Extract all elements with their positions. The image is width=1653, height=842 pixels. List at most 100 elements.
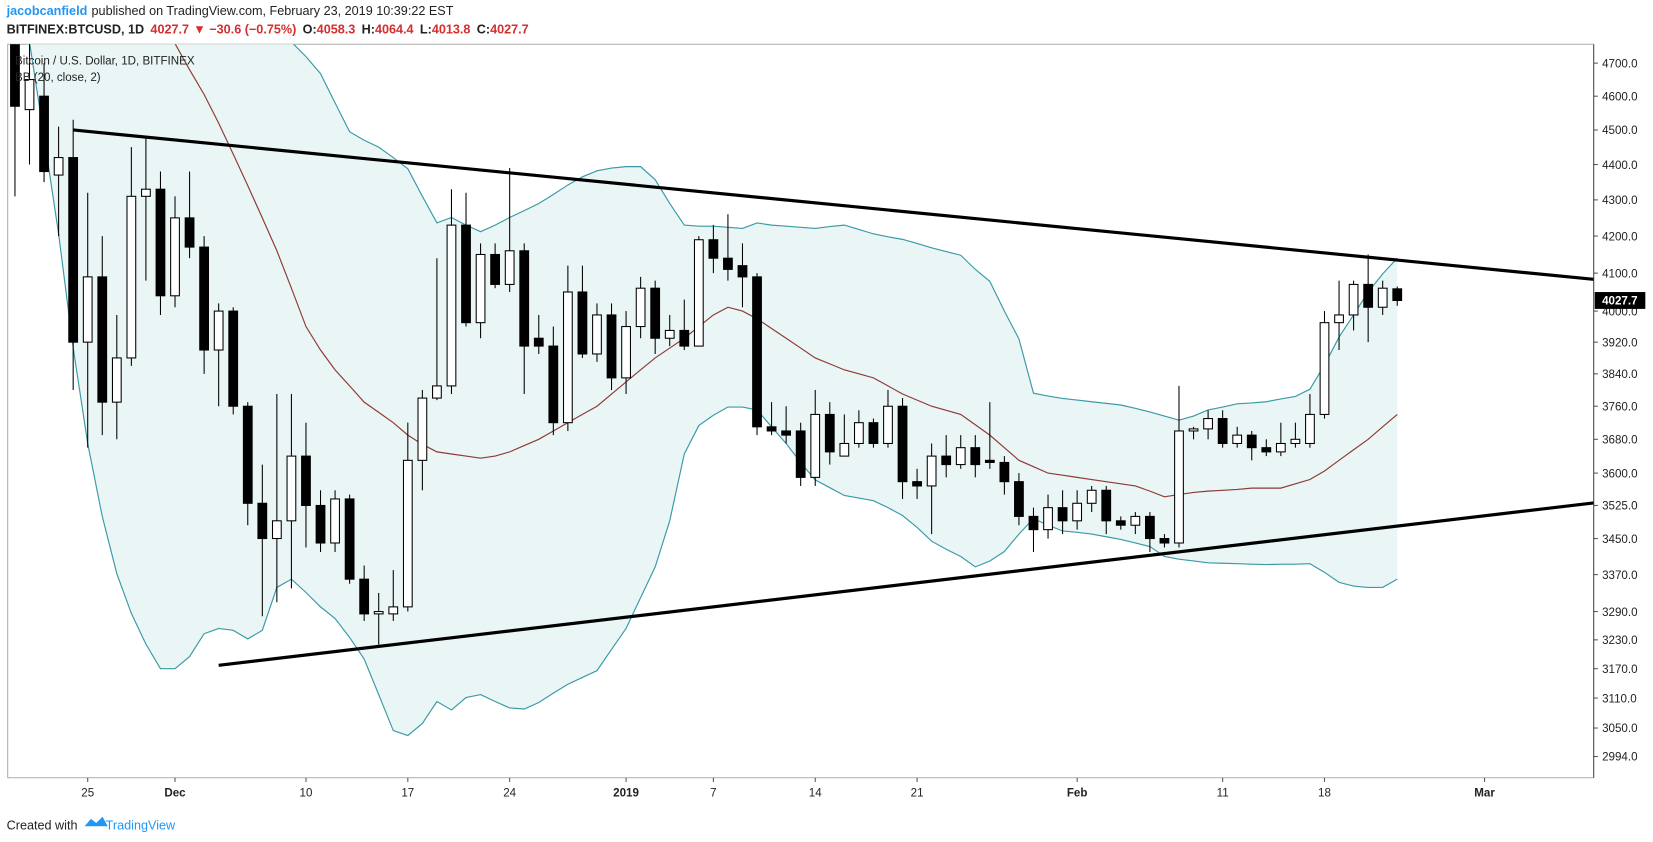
candle-body — [897, 405, 908, 483]
candle-body — [1144, 515, 1155, 540]
candle-body — [1203, 418, 1213, 430]
y-tick-label: 2994.0 — [1602, 752, 1637, 764]
trendline — [73, 128, 1594, 281]
x-tick-label: 25 — [81, 788, 94, 800]
candle-body — [577, 291, 588, 355]
y-tick-label: 3525.0 — [1602, 501, 1637, 513]
candle-body — [868, 422, 879, 445]
ohlc-value: 4013.8 — [432, 23, 471, 37]
y-tick-label: 3920.0 — [1602, 337, 1637, 349]
candle-body — [213, 310, 224, 351]
symbol-line: BITFINEX:BTCUSD, 1D 4027.7 ▼ −30.6 (−0.75%… — [7, 23, 529, 37]
candle-body — [664, 329, 675, 339]
candle-body — [155, 188, 166, 297]
y-tick-label: 4100.0 — [1602, 268, 1637, 280]
y-tick-label: 3840.0 — [1602, 369, 1637, 381]
candle-body — [257, 502, 268, 540]
legend-bb: BB (20, close, 2) — [15, 72, 101, 84]
candle-body — [1246, 434, 1257, 449]
candle-body — [359, 578, 370, 615]
footer-brand[interactable]: TradingView — [106, 818, 176, 832]
candle-body — [388, 606, 399, 615]
candle-body — [853, 422, 864, 445]
x-tick-label: 11 — [1217, 788, 1229, 800]
last-price-label: 4027.7 — [1602, 296, 1637, 308]
candle-body — [24, 79, 35, 111]
symbol: BITFINEX:BTCUSD, 1D — [7, 23, 144, 37]
candle-body — [1101, 489, 1112, 522]
y-tick-label: 4400.0 — [1602, 160, 1637, 172]
ohlc-value: 4064.4 — [375, 23, 414, 37]
candle-body — [824, 413, 835, 453]
candle-body — [883, 405, 893, 445]
candle-body — [286, 455, 297, 522]
candle-body — [10, 44, 20, 107]
candle-body — [126, 195, 137, 359]
candle-body — [301, 455, 311, 506]
y-tick-label: 3680.0 — [1602, 435, 1637, 447]
author[interactable]: jacobcanfield — [6, 4, 88, 18]
candle-body — [1086, 489, 1097, 504]
candle-body — [1188, 428, 1199, 432]
candle-body — [1334, 314, 1344, 324]
candle-body — [39, 95, 49, 173]
header-line: jacobcanfield published on TradingView.co… — [6, 4, 454, 18]
candle-body — [82, 276, 93, 343]
ohlc-key: O: — [303, 23, 317, 37]
y-tick-label: 4000.0 — [1602, 306, 1637, 318]
bb-basis — [174, 44, 1398, 498]
candle-body — [1014, 481, 1024, 517]
price: 4027.7 — [150, 23, 189, 37]
y-tick-label: 3450.0 — [1602, 534, 1637, 546]
candle-body — [199, 246, 210, 351]
y-tick-label: 4600.0 — [1602, 91, 1637, 103]
y-tick-label: 4700.0 — [1602, 58, 1637, 70]
y-tick-label: 3370.0 — [1602, 570, 1637, 582]
candle-body — [1363, 283, 1374, 308]
candle-body — [68, 157, 79, 343]
candle-body — [1174, 430, 1184, 544]
candle-body — [621, 326, 631, 379]
x-tick-label: 2019 — [613, 788, 639, 800]
ohlc-key: H: — [362, 23, 375, 37]
candle-body — [533, 337, 544, 347]
candle-body — [795, 430, 806, 478]
y-tick-label: 3760.0 — [1602, 401, 1637, 413]
candle-body — [1275, 442, 1286, 453]
ohlc-key: C: — [477, 23, 490, 37]
candle-body — [344, 498, 355, 580]
candle-body — [446, 224, 457, 387]
candle-body — [635, 287, 646, 328]
tv-logo — [84, 816, 108, 827]
x-tick-label: 21 — [911, 788, 924, 800]
candle-body — [402, 459, 413, 608]
candle-body — [432, 385, 442, 399]
candle-body — [737, 265, 748, 278]
candle-body — [228, 310, 239, 407]
candle-body — [548, 345, 559, 424]
bb-lower — [29, 44, 1398, 737]
y-tick-label: 3170.0 — [1602, 664, 1637, 676]
candle-body — [693, 239, 704, 347]
band-fill — [29, 44, 1398, 736]
y-tick-label: 4300.0 — [1602, 195, 1637, 207]
trendline — [218, 501, 1594, 667]
x-tick-label: 17 — [401, 788, 414, 800]
ohlc-value: 4027.7 — [490, 23, 529, 37]
y-tick-label: 3050.0 — [1602, 723, 1637, 735]
candle-body — [912, 481, 922, 487]
candle-body — [766, 426, 777, 432]
candle-body — [723, 257, 733, 270]
y-tick-label: 3600.0 — [1602, 468, 1637, 480]
candle-body — [970, 447, 981, 466]
y-tick-label: 3290.0 — [1602, 607, 1637, 619]
candle-body — [373, 611, 384, 615]
candle-body — [141, 188, 151, 197]
y-tick-label: 3110.0 — [1602, 693, 1637, 705]
candle-body — [1290, 438, 1301, 445]
plot — [10, 44, 1594, 737]
y-tick-label: 3230.0 — [1602, 635, 1637, 647]
x-tick-label: Feb — [1067, 788, 1088, 800]
